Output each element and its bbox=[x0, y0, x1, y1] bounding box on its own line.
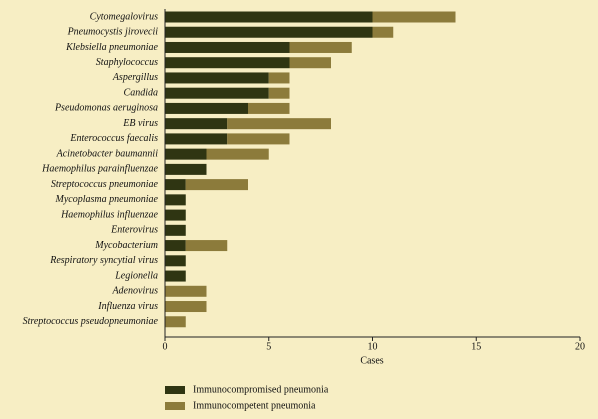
y-tick-label: Staphylococcus bbox=[96, 57, 158, 68]
y-tick-label: Haemophilus parainfluenzae bbox=[41, 164, 158, 175]
bar-segment bbox=[165, 41, 290, 53]
y-tick-label: Legionella bbox=[114, 270, 158, 281]
bar-segment bbox=[165, 285, 207, 297]
y-tick-label: Pneumocystis jirovecii bbox=[67, 27, 159, 38]
bar-segment bbox=[165, 163, 207, 175]
x-tick-label: 5 bbox=[266, 341, 271, 352]
y-tick-label: Respiratory syncytial virus bbox=[49, 255, 158, 266]
x-tick-label: 0 bbox=[163, 341, 168, 352]
y-tick-label: Cytomegalovirus bbox=[90, 11, 158, 22]
bar-segment bbox=[206, 148, 269, 160]
y-tick-label: Mycobacterium bbox=[94, 240, 158, 251]
bar-segment bbox=[289, 57, 331, 69]
bar-segment bbox=[372, 11, 456, 23]
bar-segment bbox=[165, 240, 186, 252]
x-tick-label: 15 bbox=[471, 341, 481, 352]
y-tick-label: Candida bbox=[124, 87, 158, 98]
bar-segment bbox=[165, 57, 290, 69]
x-tick-label: 20 bbox=[575, 341, 585, 352]
bar-segment bbox=[165, 179, 186, 191]
y-tick-label: Enterovirus bbox=[110, 225, 158, 236]
bar-segment bbox=[165, 194, 186, 206]
y-tick-label: Mycoplasma pneumoniae bbox=[55, 194, 159, 205]
bar-segment bbox=[289, 41, 352, 53]
bar-segment bbox=[165, 301, 207, 313]
bar-segment bbox=[227, 133, 290, 145]
bar-segment bbox=[165, 224, 186, 236]
bar-segment bbox=[165, 118, 228, 130]
bar-segment bbox=[165, 11, 373, 23]
legend-label: Immunocompetent pneumonia bbox=[193, 400, 316, 411]
y-tick-label: Streptococcus pseudopneumoniae bbox=[23, 316, 159, 327]
y-tick-label: Enterococcus faecalis bbox=[69, 133, 158, 144]
y-tick-label: Aspergillus bbox=[112, 72, 158, 83]
x-axis-label: Cases bbox=[360, 355, 383, 366]
y-tick-label: Acinetobacter baumannii bbox=[56, 148, 159, 159]
bar-segment bbox=[165, 255, 186, 267]
bar-segment bbox=[268, 87, 290, 99]
bar-segment bbox=[165, 316, 186, 328]
y-tick-label: Klebsiella pneumoniae bbox=[65, 42, 158, 53]
y-tick-label: EB virus bbox=[122, 118, 158, 129]
bar-segment bbox=[248, 102, 290, 114]
bar-segment bbox=[165, 26, 373, 38]
y-tick-label: Streptococcus pneumoniae bbox=[51, 179, 159, 190]
bar-segment bbox=[185, 240, 228, 252]
y-tick-label: Haemophilus influenzae bbox=[60, 209, 158, 220]
y-tick-label: Adenovirus bbox=[111, 286, 158, 297]
bar-segment bbox=[227, 118, 331, 130]
bar-segment bbox=[165, 270, 186, 282]
bar-segment bbox=[165, 148, 207, 160]
y-tick-label: Pseudomonas aeruginosa bbox=[54, 103, 158, 114]
y-tick-label: Influenza virus bbox=[97, 301, 158, 312]
legend-swatch bbox=[165, 402, 185, 410]
bar-segment bbox=[268, 72, 290, 84]
bar-segment bbox=[165, 102, 248, 114]
bar-segment bbox=[165, 87, 269, 99]
bar-segment bbox=[372, 26, 394, 38]
x-tick-label: 10 bbox=[368, 341, 378, 352]
legend-swatch bbox=[165, 386, 185, 394]
bar-segment bbox=[165, 133, 228, 145]
legend-label: Immunocompromised pneumonia bbox=[193, 384, 329, 395]
bar-segment bbox=[165, 209, 186, 221]
bar-segment bbox=[165, 72, 269, 84]
bar-segment bbox=[185, 179, 248, 191]
